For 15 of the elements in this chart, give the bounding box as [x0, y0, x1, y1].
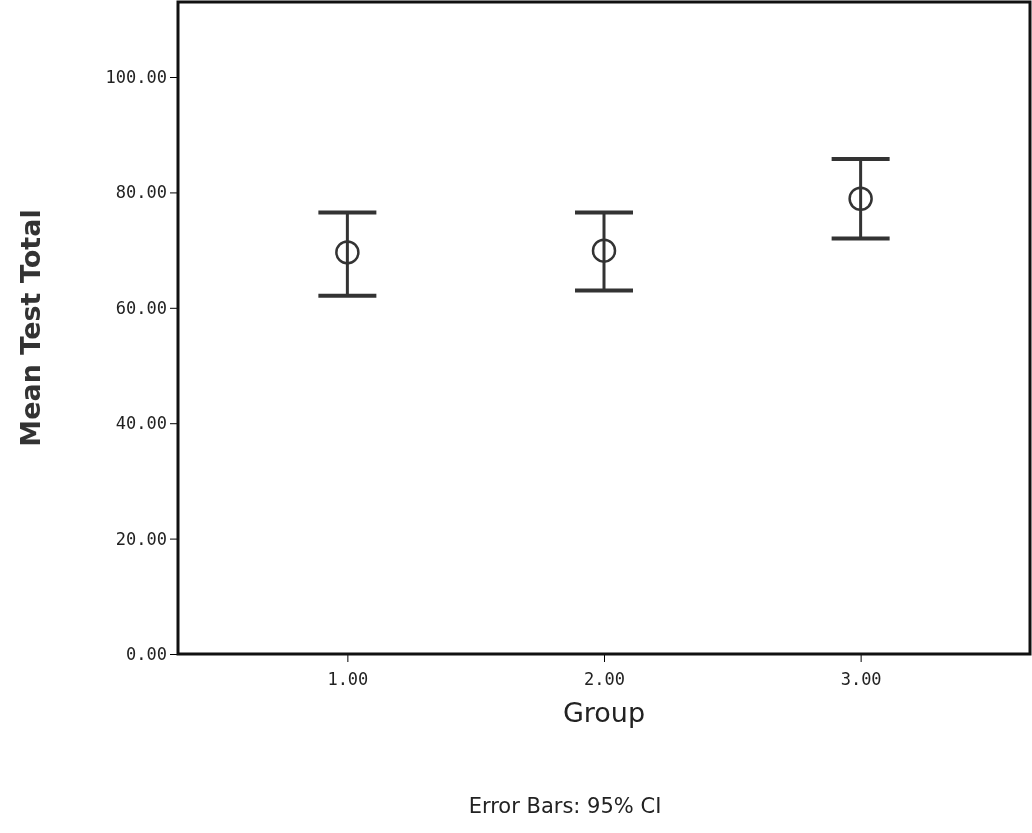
- text: Error Bars: 95% CI: [468, 794, 662, 818]
- y-tick-label: 80.00: [115, 182, 167, 203]
- y-tick-label: 0.00: [126, 643, 167, 664]
- y-tick-label: 20.00: [115, 528, 167, 549]
- x-axis-title: Group: [562, 697, 646, 728]
- y-tick-label: 100.00: [105, 66, 167, 87]
- x-tick-label: 3.00: [840, 669, 882, 690]
- point: [848, 186, 873, 211]
- y-tick-label: 40.00: [115, 413, 167, 434]
- x-tick-label: 2.00: [584, 669, 625, 690]
- x-tick-label: 1.00: [327, 669, 369, 690]
- point: [335, 240, 360, 265]
- y-tick-label: 60.00: [115, 297, 167, 318]
- y-axis-title: Mean Test Total: [15, 209, 46, 447]
- point: [591, 238, 617, 263]
